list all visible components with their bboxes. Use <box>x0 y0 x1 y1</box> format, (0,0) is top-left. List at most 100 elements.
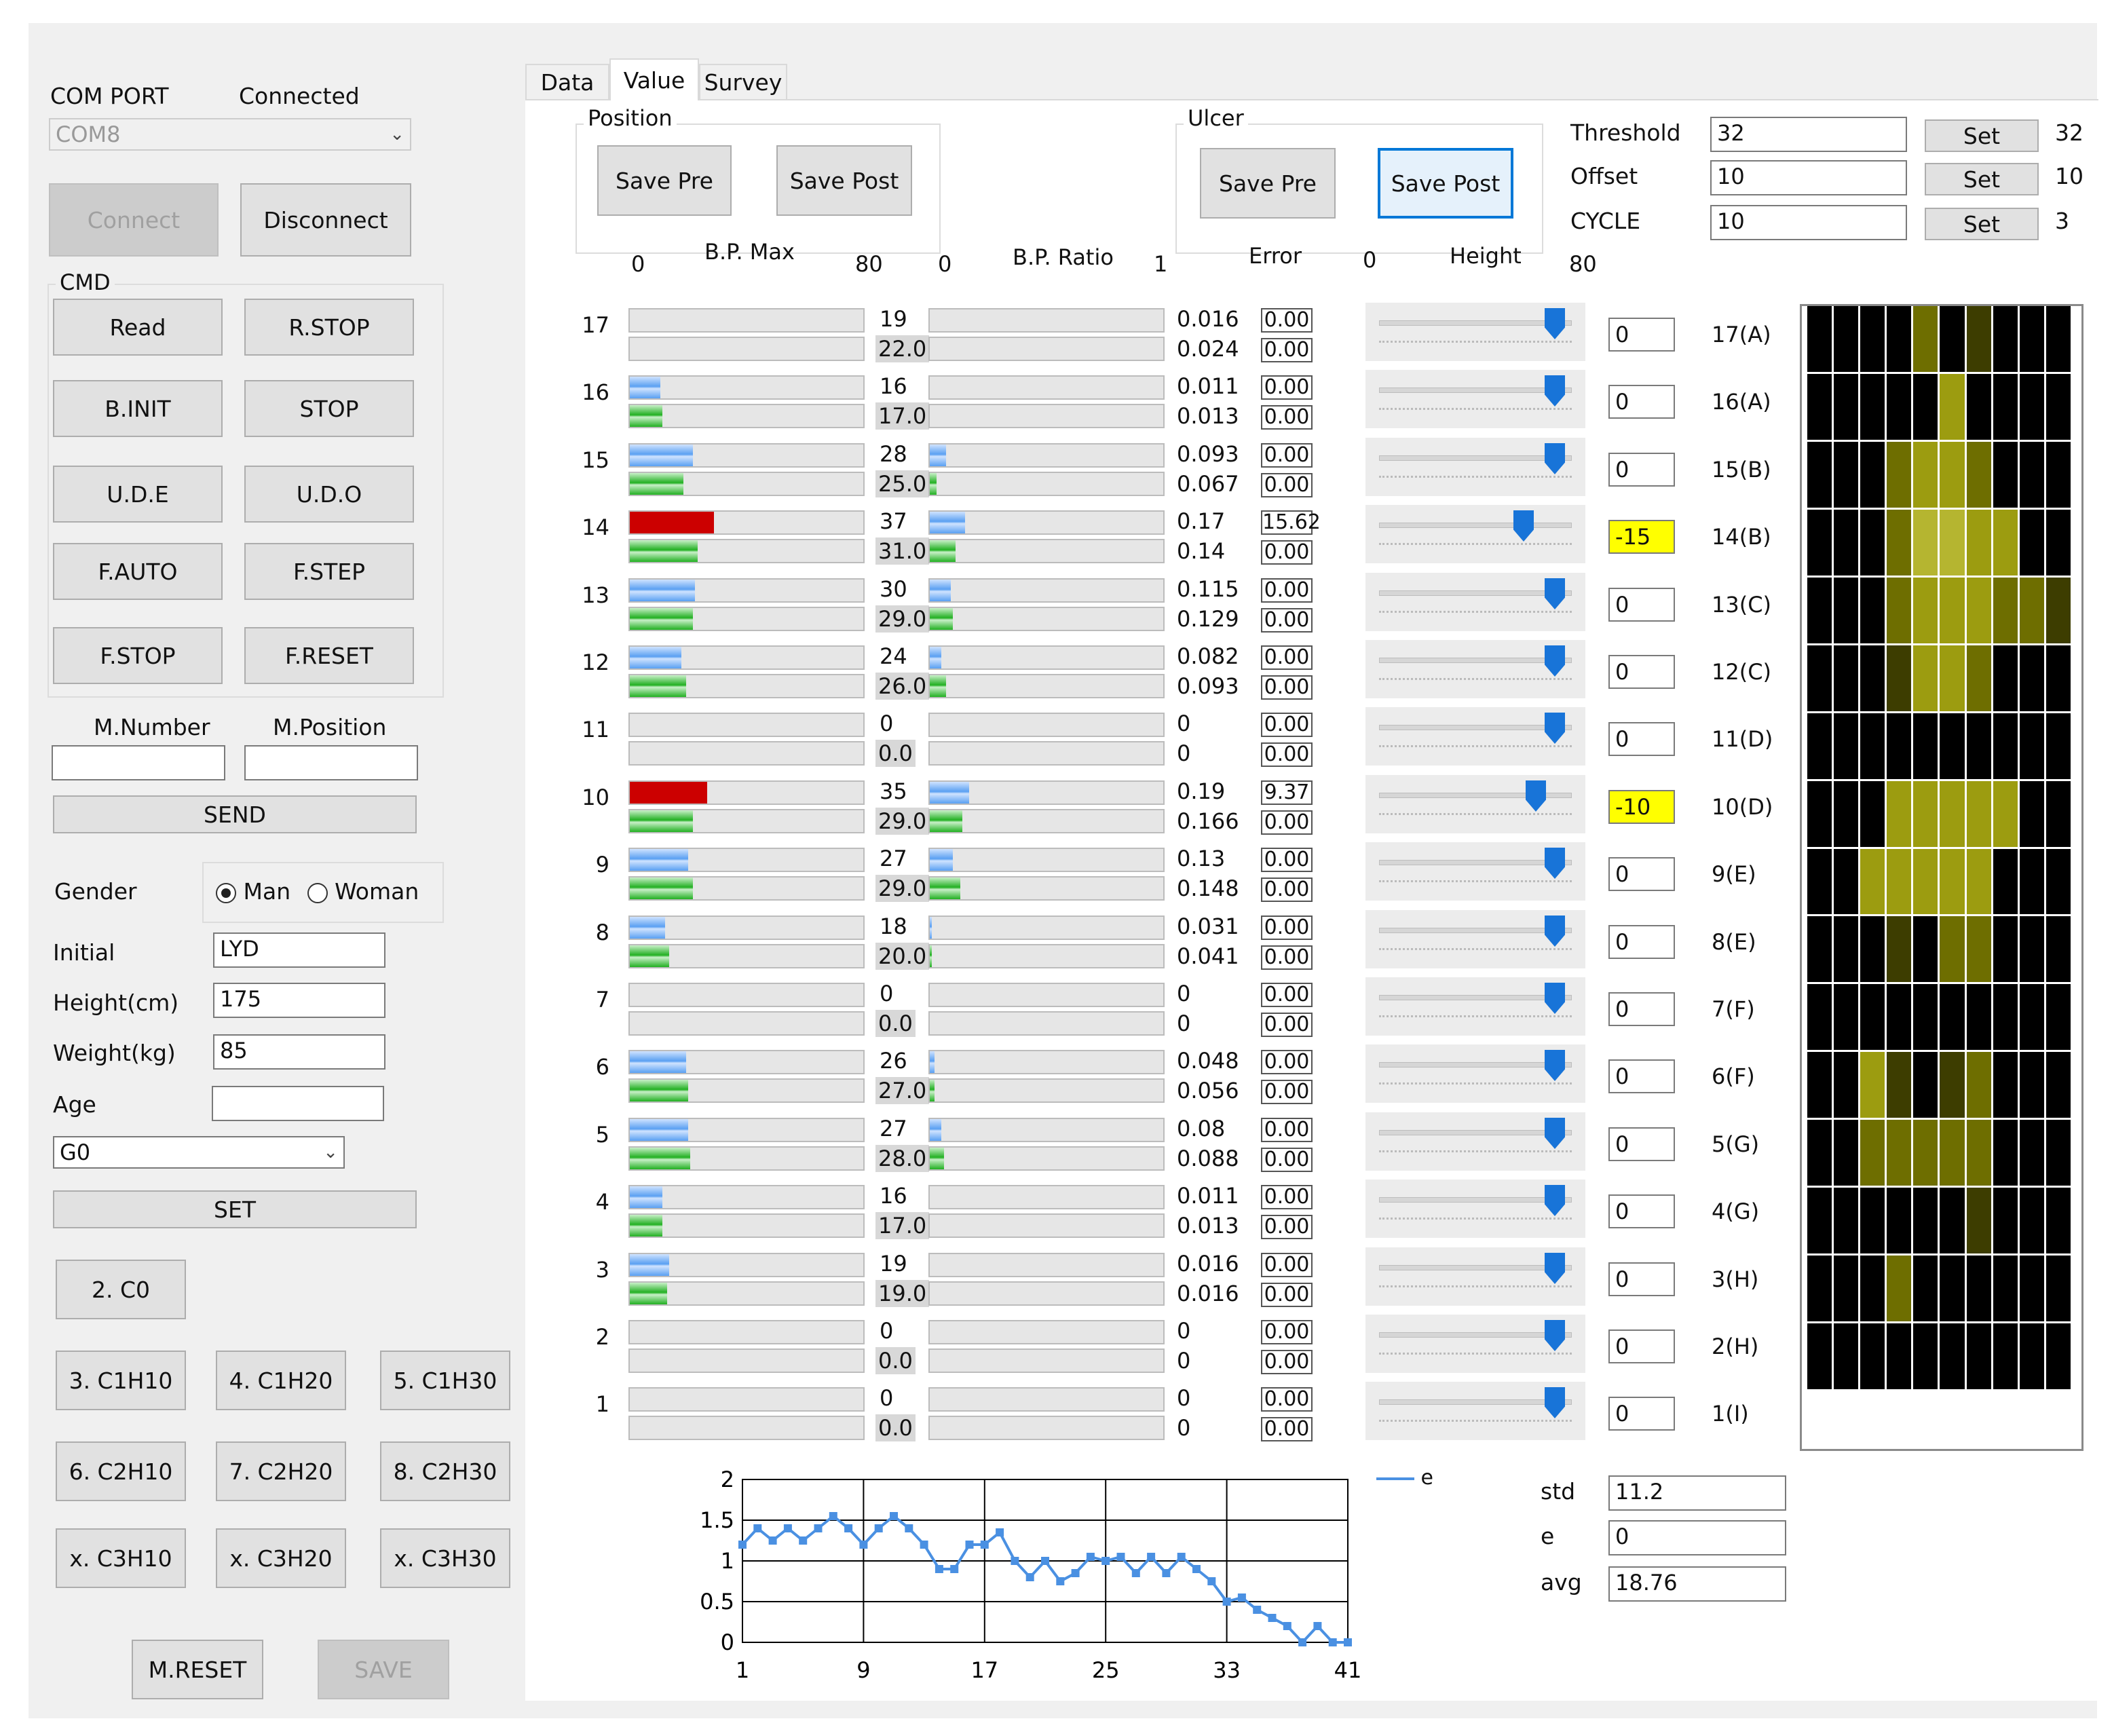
position-save-post-button[interactable]: Save Post <box>776 145 912 216</box>
cycle-input[interactable]: 10 <box>1710 205 1907 240</box>
height-value-input[interactable]: 0 <box>1608 1329 1675 1363</box>
slider-thumb[interactable] <box>1513 510 1534 542</box>
height-slider[interactable] <box>1365 707 1585 766</box>
height-slider[interactable] <box>1365 1382 1585 1440</box>
height-slider[interactable] <box>1365 775 1585 833</box>
height-value-input[interactable]: 0 <box>1608 1127 1675 1161</box>
slider-thumb[interactable] <box>1545 1320 1565 1351</box>
tab-data[interactable]: Data <box>525 64 609 99</box>
threshold-set-button[interactable]: Set <box>1925 119 2039 152</box>
height-slider[interactable] <box>1365 1180 1585 1238</box>
weight-input[interactable]: 85 <box>213 1034 385 1070</box>
height-input[interactable]: 175 <box>213 983 385 1018</box>
preset-button-7[interactable]: 8. C2H30 <box>380 1441 510 1501</box>
preset-button-9[interactable]: x. C3H20 <box>216 1528 346 1588</box>
height-slider[interactable] <box>1365 1044 1585 1103</box>
height-value-input[interactable]: 0 <box>1608 857 1675 891</box>
height-value-input[interactable]: 0 <box>1608 588 1675 622</box>
height-slider[interactable] <box>1365 842 1585 901</box>
offset-set-button[interactable]: Set <box>1925 163 2039 195</box>
tab-survey[interactable]: Survey <box>699 64 787 99</box>
radio-man[interactable] <box>216 882 236 903</box>
slider-thumb[interactable] <box>1545 443 1565 474</box>
preset-button-3[interactable]: 4. C1H20 <box>216 1351 346 1410</box>
slider-thumb[interactable] <box>1545 983 1565 1014</box>
group-select[interactable]: G0 ⌄ <box>53 1136 345 1169</box>
height-value-input[interactable]: 0 <box>1608 453 1675 487</box>
cmd-button-u-d-o[interactable]: U.D.O <box>244 466 414 523</box>
height-slider[interactable] <box>1365 977 1585 1036</box>
height-value-input[interactable]: 0 <box>1608 1397 1675 1431</box>
cmd-button-u-d-e[interactable]: U.D.E <box>53 466 223 523</box>
cmd-button-f-auto[interactable]: F.AUTO <box>53 543 223 600</box>
slider-thumb[interactable] <box>1545 1253 1565 1284</box>
position-save-pre-button[interactable]: Save Pre <box>597 145 732 216</box>
height-slider[interactable] <box>1365 640 1585 698</box>
slider-thumb[interactable] <box>1545 1118 1565 1149</box>
m-position-input[interactable] <box>244 745 418 780</box>
height-slider[interactable] <box>1365 370 1585 428</box>
height-value-input[interactable]: 0 <box>1608 925 1675 959</box>
height-value-input[interactable]: 0 <box>1608 1262 1675 1296</box>
preset-button-5[interactable]: 6. C2H10 <box>56 1441 186 1501</box>
slider-thumb[interactable] <box>1545 848 1565 879</box>
height-slider[interactable] <box>1365 910 1585 968</box>
slider-thumb[interactable] <box>1545 645 1565 677</box>
ulcer-save-post-button[interactable]: Save Post <box>1378 148 1513 219</box>
set-button[interactable]: SET <box>53 1190 417 1228</box>
slider-thumb[interactable] <box>1545 578 1565 609</box>
age-input[interactable] <box>212 1086 384 1121</box>
m-number-input[interactable] <box>52 745 225 780</box>
ulcer-save-pre-button[interactable]: Save Pre <box>1200 148 1336 219</box>
height-slider[interactable] <box>1365 1315 1585 1373</box>
cmd-button-stop[interactable]: STOP <box>244 380 414 437</box>
height-slider[interactable] <box>1365 573 1585 631</box>
preset-button-8[interactable]: x. C3H10 <box>56 1528 186 1588</box>
slider-thumb[interactable] <box>1545 1387 1565 1418</box>
height-value-input[interactable]: 0 <box>1608 1059 1675 1093</box>
height-value-input[interactable]: 0 <box>1608 1194 1675 1228</box>
send-button[interactable]: SEND <box>53 795 417 833</box>
preset-button-10[interactable]: x. C3H30 <box>380 1528 510 1588</box>
disconnect-button[interactable]: Disconnect <box>240 183 411 257</box>
height-value-input[interactable]: -10 <box>1608 790 1675 824</box>
slider-thumb[interactable] <box>1545 916 1565 947</box>
cmd-button-f-reset[interactable]: F.RESET <box>244 627 414 684</box>
slider-thumb[interactable] <box>1545 713 1565 744</box>
height-slider[interactable] <box>1365 303 1585 361</box>
tab-value[interactable]: Value <box>609 58 699 100</box>
height-value-input[interactable]: 0 <box>1608 318 1675 352</box>
preset-button-4[interactable]: 5. C1H30 <box>380 1351 510 1410</box>
connect-button[interactable]: Connect <box>49 183 219 257</box>
cycle-set-button[interactable]: Set <box>1925 208 2039 240</box>
cmd-button-b-init[interactable]: B.INIT <box>53 380 223 437</box>
radio-woman[interactable] <box>307 882 328 903</box>
cmd-button-f-stop[interactable]: F.STOP <box>53 627 223 684</box>
height-value-input[interactable]: 0 <box>1608 722 1675 756</box>
threshold-input[interactable]: 32 <box>1710 117 1907 152</box>
preset-button-6[interactable]: 7. C2H20 <box>216 1441 346 1501</box>
cmd-button-f-step[interactable]: F.STEP <box>244 543 414 600</box>
height-value-input[interactable]: 0 <box>1608 992 1675 1026</box>
height-slider[interactable] <box>1365 1247 1585 1306</box>
slider-thumb[interactable] <box>1545 1185 1565 1216</box>
m-reset-button[interactable]: M.RESET <box>132 1640 263 1699</box>
slider-thumb[interactable] <box>1545 308 1565 339</box>
height-slider[interactable] <box>1365 438 1585 496</box>
height-slider[interactable] <box>1365 1112 1585 1171</box>
slider-thumb[interactable] <box>1545 375 1565 407</box>
initial-input[interactable]: LYD <box>213 932 385 968</box>
preset-button-1[interactable]: 2. C0 <box>56 1260 186 1319</box>
offset-input[interactable]: 10 <box>1710 160 1907 195</box>
height-value-input[interactable]: 0 <box>1608 655 1675 689</box>
height-slider[interactable] <box>1365 505 1585 563</box>
height-value-input[interactable]: -15 <box>1608 520 1675 554</box>
cmd-button-read[interactable]: Read <box>53 299 223 356</box>
height-value-input[interactable]: 0 <box>1608 385 1675 419</box>
preset-button-2[interactable]: 3. C1H10 <box>56 1351 186 1410</box>
slider-thumb[interactable] <box>1526 780 1546 812</box>
cmd-button-r-stop[interactable]: R.STOP <box>244 299 414 356</box>
com-port-select[interactable]: COM8 ⌄ <box>49 118 411 151</box>
save-button[interactable]: SAVE <box>318 1640 449 1699</box>
slider-thumb[interactable] <box>1545 1050 1565 1081</box>
